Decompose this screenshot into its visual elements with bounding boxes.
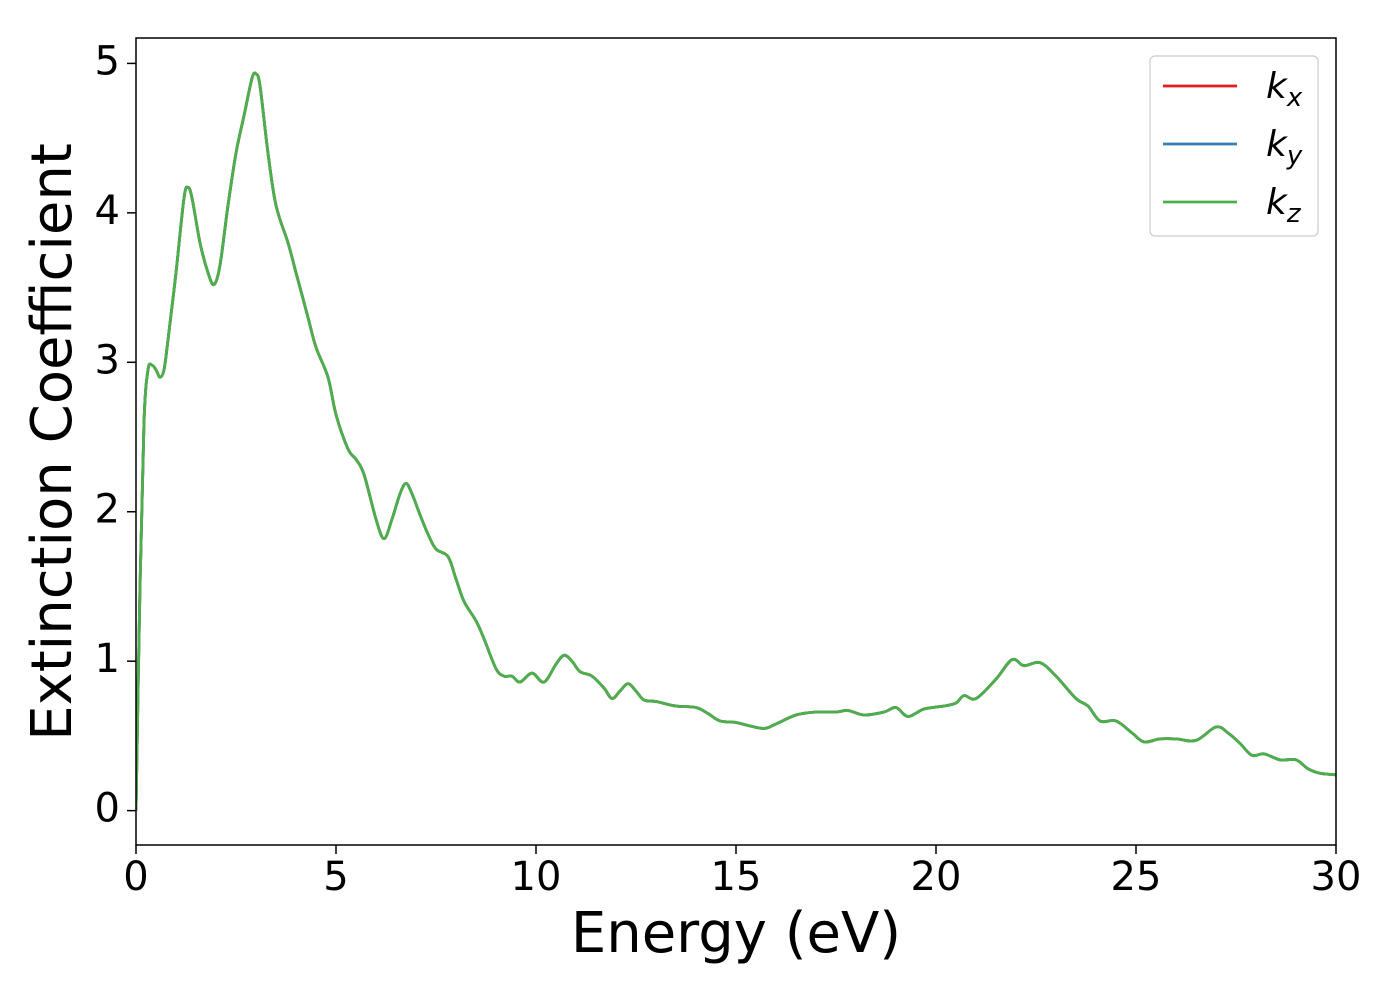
legend-label: ky xyxy=(1266,124,1303,171)
x-tick-label: 25 xyxy=(1111,854,1162,900)
y-tick-label: 4 xyxy=(95,188,120,234)
x-tick-label: 20 xyxy=(911,854,962,900)
plot-frame xyxy=(135,37,1337,846)
x-tick-label: 30 xyxy=(1311,854,1362,900)
y-tick-label: 5 xyxy=(95,38,120,84)
legend-label: kx xyxy=(1266,66,1303,113)
x-tick-label: 0 xyxy=(123,854,148,900)
legend-label: kz xyxy=(1266,182,1302,229)
y-tick-label: 1 xyxy=(95,636,120,682)
x-axis-label: Energy (eV) xyxy=(571,901,901,966)
y-tick-label: 0 xyxy=(95,786,120,832)
x-tick-label: 10 xyxy=(511,854,562,900)
x-tick-label: 5 xyxy=(323,854,348,900)
y-tick-label: 3 xyxy=(95,337,120,383)
series-line xyxy=(136,71,1336,811)
y-axis-label: Extinction Coefficient xyxy=(20,143,85,741)
y-tick-label: 2 xyxy=(95,487,120,533)
legend-box xyxy=(1149,55,1319,237)
x-tick-label: 15 xyxy=(711,854,762,900)
